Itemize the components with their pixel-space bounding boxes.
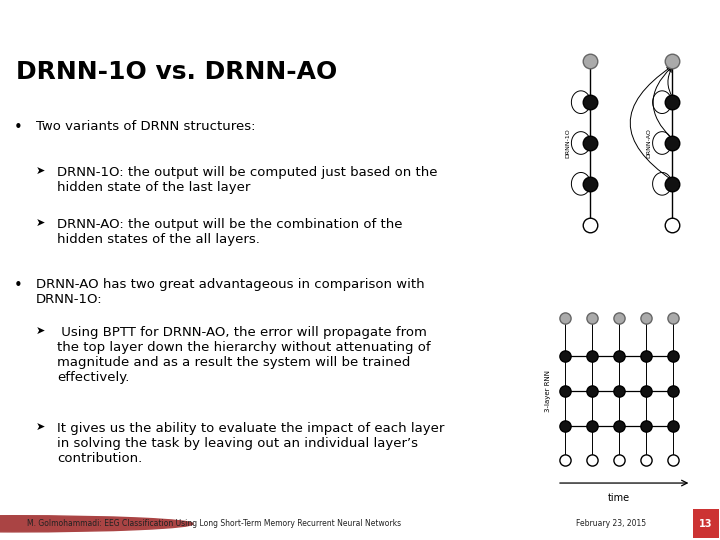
FancyArrowPatch shape <box>668 68 672 98</box>
Text: M. Golmohammadi: EEG Classification Using Long Short-Term Memory Recurrent Neura: M. Golmohammadi: EEG Classification Usin… <box>27 519 402 528</box>
Text: Two variants of DRNN structures:: Two variants of DRNN structures: <box>35 120 255 133</box>
Text: February 23, 2015: February 23, 2015 <box>576 519 646 528</box>
Text: •: • <box>14 120 22 135</box>
Point <box>666 179 678 188</box>
Point <box>666 57 678 66</box>
Text: Using BPTT for DRNN-AO, the error will propagate from
the top layer down the hie: Using BPTT for DRNN-AO, the error will p… <box>58 326 431 384</box>
Point <box>667 421 678 430</box>
Point <box>559 456 571 465</box>
Text: 3-layer RNN: 3-layer RNN <box>544 370 551 411</box>
Point <box>640 456 652 465</box>
Point <box>559 352 571 360</box>
Text: DRNN-1O: DRNN-1O <box>565 128 570 158</box>
Point <box>559 313 571 322</box>
Point <box>613 387 624 395</box>
Point <box>666 139 678 147</box>
Point <box>667 456 678 465</box>
Point <box>586 313 598 322</box>
Text: DRNN-AO: DRNN-AO <box>647 128 652 158</box>
Point <box>666 220 678 229</box>
Text: ➤: ➤ <box>35 166 45 176</box>
Point <box>640 352 652 360</box>
Text: 13: 13 <box>699 519 712 529</box>
Text: ➤: ➤ <box>35 218 45 228</box>
Point <box>667 313 678 322</box>
Point <box>586 421 598 430</box>
Point <box>613 421 624 430</box>
Point <box>666 98 678 106</box>
Point <box>586 456 598 465</box>
Point <box>613 313 624 322</box>
Point <box>559 421 571 430</box>
Point <box>667 352 678 360</box>
Text: DRNN-AO: the output will be the combination of the
hidden states of the all laye: DRNN-AO: the output will be the combinat… <box>58 218 403 246</box>
Point <box>585 57 596 66</box>
FancyArrowPatch shape <box>630 67 672 180</box>
Text: DRNN-1O: the output will be computed just based on the
hidden state of the last : DRNN-1O: the output will be computed jus… <box>58 166 438 194</box>
Point <box>585 98 596 106</box>
Point <box>585 220 596 229</box>
Point <box>613 352 624 360</box>
Text: •: • <box>14 278 22 293</box>
Text: ➤: ➤ <box>35 326 45 336</box>
FancyArrowPatch shape <box>653 68 672 139</box>
Text: ➤: ➤ <box>35 422 45 431</box>
Text: DRNN-1O vs. DRNN-AO: DRNN-1O vs. DRNN-AO <box>16 60 338 84</box>
Point <box>640 421 652 430</box>
Text: DRNN-AO has two great advantageous in comparison with
DRNN-1O:: DRNN-AO has two great advantageous in co… <box>35 278 424 306</box>
Point <box>559 387 571 395</box>
Circle shape <box>0 516 193 532</box>
Point <box>586 352 598 360</box>
Point <box>613 456 624 465</box>
FancyBboxPatch shape <box>693 509 719 538</box>
Text: It gives us the ability to evaluate the impact of each layer
in solving the task: It gives us the ability to evaluate the … <box>58 422 445 465</box>
Point <box>640 387 652 395</box>
Point <box>585 139 596 147</box>
Point <box>585 179 596 188</box>
Point <box>586 387 598 395</box>
Point <box>667 387 678 395</box>
Point <box>640 313 652 322</box>
Text: time: time <box>608 494 630 503</box>
